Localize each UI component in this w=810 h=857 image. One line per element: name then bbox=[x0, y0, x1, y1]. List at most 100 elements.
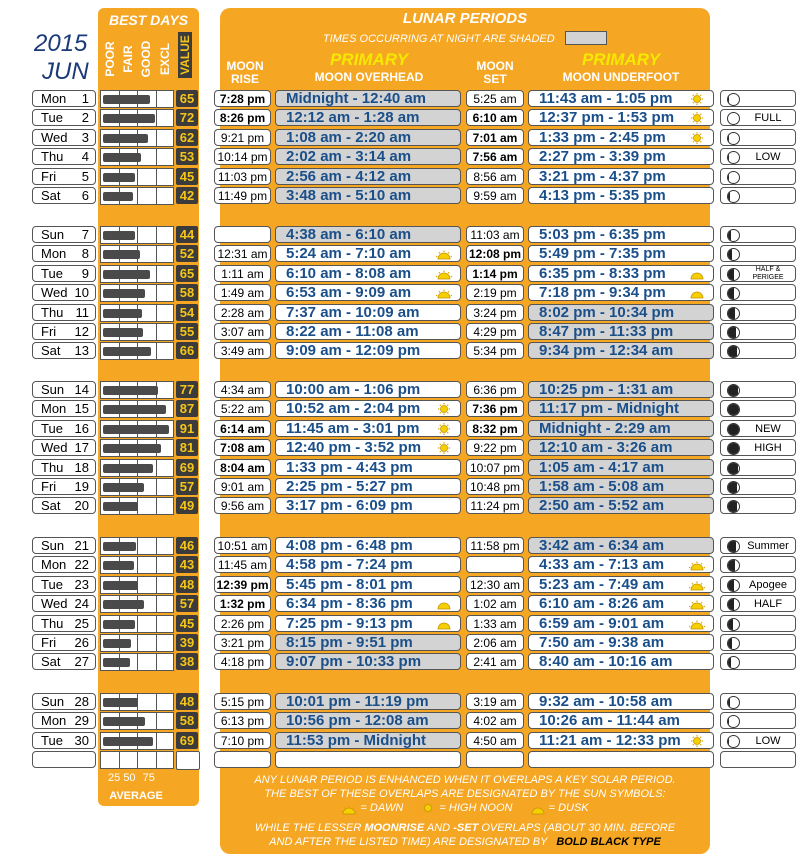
grid-line bbox=[137, 168, 138, 185]
overhead-period: 6:34 pm - 8:36 pm bbox=[275, 595, 461, 613]
moon-shadow bbox=[728, 327, 737, 338]
moon-phase-box: Summer bbox=[720, 537, 796, 554]
moon-phase-box bbox=[720, 167, 796, 185]
moon-phase-box bbox=[720, 90, 796, 107]
overhead-text: 11:53 pm - Midnight bbox=[286, 731, 427, 749]
overhead-text: 7:25 pm - 9:13 pm bbox=[286, 614, 413, 632]
moon-phase-box bbox=[720, 653, 796, 671]
moon-shadow bbox=[728, 560, 736, 572]
day-label: Tue 2 bbox=[32, 109, 96, 127]
day-name: Wed bbox=[41, 129, 68, 145]
underfoot-period: 9:32 am - 10:58 am bbox=[528, 693, 714, 710]
moon-set-time: 10:07 pm bbox=[466, 458, 524, 476]
moon-phase-icon bbox=[727, 578, 740, 592]
overhead-text: 2:25 pm - 5:27 pm bbox=[286, 478, 413, 495]
noon-icon bbox=[436, 422, 452, 435]
best-days-col-poor: POOR bbox=[103, 41, 117, 77]
rating-bar bbox=[103, 133, 148, 143]
moon-set-time: 1:33 am bbox=[466, 614, 524, 632]
day-date: 18 bbox=[74, 459, 89, 475]
rating-bar bbox=[103, 639, 132, 648]
underfoot-period: Midnight - 2:29 am bbox=[528, 419, 714, 437]
day-name: Mon bbox=[41, 557, 67, 573]
day-name: Fri bbox=[41, 635, 57, 650]
rating-bar-box bbox=[100, 90, 174, 108]
day-label: Sun 21 bbox=[32, 537, 96, 554]
rating-bar bbox=[103, 250, 141, 260]
overhead-period: 6:53 am - 9:09 am bbox=[275, 284, 461, 302]
underfoot-text: 12:10 am - 3:26 am bbox=[539, 439, 673, 457]
footer-line5b: BOLD BLACK bbox=[556, 836, 630, 848]
moon-shadow bbox=[728, 697, 730, 708]
overhead-period: 1:08 am - 2:20 am bbox=[275, 128, 461, 146]
moon-phase-icon bbox=[727, 151, 740, 165]
grid-line bbox=[156, 459, 157, 476]
moon-set-time: 9:59 am bbox=[466, 187, 524, 204]
empty-cell bbox=[528, 751, 714, 769]
day-name: Thu bbox=[41, 615, 64, 631]
moon-phase-box bbox=[720, 187, 796, 204]
day-value: 57 bbox=[176, 595, 198, 613]
moon-shadow bbox=[728, 171, 730, 183]
dawn-icon bbox=[688, 579, 706, 591]
moon-rise-time: 12:39 pm bbox=[214, 575, 271, 593]
underfoot-text: 1:33 pm - 2:45 pm bbox=[539, 128, 666, 146]
overhead-text: Midnight - 12:40 am bbox=[286, 90, 427, 107]
empty-cell bbox=[720, 751, 796, 769]
moon-phase-icon bbox=[727, 598, 740, 612]
overhead-text: 4:58 pm - 7:24 pm bbox=[286, 556, 413, 574]
moon-note: LOW bbox=[755, 734, 781, 747]
underfoot-period: 12:10 am - 3:26 am bbox=[528, 439, 714, 457]
moon-phase-icon bbox=[727, 93, 740, 106]
overhead-period: 10:52 am - 2:04 pm bbox=[275, 400, 461, 418]
underfoot-period: 11:43 am - 1:05 pm bbox=[528, 90, 714, 107]
day-value: 45 bbox=[176, 614, 198, 632]
moon-phase-box bbox=[720, 634, 796, 651]
overhead-period: 8:15 pm - 9:51 pm bbox=[275, 634, 461, 651]
rating-bar bbox=[103, 269, 150, 279]
rating-bar-box bbox=[100, 614, 174, 633]
underfoot-text: 12:37 pm - 1:53 pm bbox=[539, 109, 675, 127]
overhead-period: 4:38 am - 6:10 am bbox=[275, 226, 461, 243]
moon-set-time: 11:03 am bbox=[466, 226, 524, 243]
day-date: 3 bbox=[81, 129, 89, 145]
day-value: 49 bbox=[176, 497, 198, 515]
footer-line2: THE BEST OF THESE OVERLAPS ARE DESIGNATE… bbox=[264, 788, 666, 800]
footer-line1: ANY LUNAR PERIOD IS ENHANCED WHEN IT OVE… bbox=[254, 774, 676, 786]
underfoot-text: 9:32 am - 10:58 am bbox=[539, 693, 673, 710]
day-date: 28 bbox=[74, 694, 89, 709]
rating-bar bbox=[103, 231, 135, 240]
underfoot-period: 7:50 am - 9:38 am bbox=[528, 634, 714, 651]
rating-bar-box bbox=[100, 634, 174, 652]
moon-shadow bbox=[728, 94, 729, 105]
overhead-period: 7:37 am - 10:09 am bbox=[275, 303, 461, 321]
grid-line bbox=[156, 694, 157, 710]
moon-rise-time: 6:13 pm bbox=[214, 712, 271, 730]
moon-set-time: 12:30 am bbox=[466, 575, 524, 593]
overhead-text: 8:15 pm - 9:51 pm bbox=[286, 634, 413, 651]
underfoot-subheader: MOON UNDERFOOT bbox=[562, 70, 680, 84]
grid-line bbox=[156, 110, 157, 127]
underfoot-period: 2:50 am - 5:52 am bbox=[528, 497, 714, 515]
moon-phase-box: FULL bbox=[720, 109, 796, 127]
moon-shadow bbox=[728, 191, 731, 202]
rating-bar-box bbox=[100, 342, 174, 361]
day-value bbox=[176, 751, 200, 771]
rating-bar bbox=[103, 192, 134, 201]
underfoot-period: 10:26 am - 11:44 am bbox=[528, 712, 714, 730]
grid-line bbox=[137, 538, 138, 554]
underfoot-text: 2:50 am - 5:52 am bbox=[539, 497, 665, 515]
empty-cell bbox=[32, 751, 96, 769]
footer-line5a: AND AFTER THE LISTED TIME) ARE DESIGNATE… bbox=[269, 836, 548, 848]
moon-set-time: 7:01 am bbox=[466, 128, 524, 146]
moon-phase-box: Apogee bbox=[720, 575, 796, 593]
day-label: Thu 25 bbox=[32, 614, 96, 632]
underfoot-text: 6:59 am - 9:01 am bbox=[539, 614, 665, 632]
day-date: 1 bbox=[81, 91, 89, 106]
underfoot-text: 1:05 am - 4:17 am bbox=[539, 458, 665, 476]
rating-bar bbox=[103, 114, 155, 124]
day-value: 53 bbox=[176, 148, 198, 166]
moon-phase-box bbox=[720, 128, 796, 146]
underfoot-period: 12:37 pm - 1:53 pm bbox=[528, 109, 714, 127]
overhead-period: 10:56 pm - 12:08 am bbox=[275, 712, 461, 730]
